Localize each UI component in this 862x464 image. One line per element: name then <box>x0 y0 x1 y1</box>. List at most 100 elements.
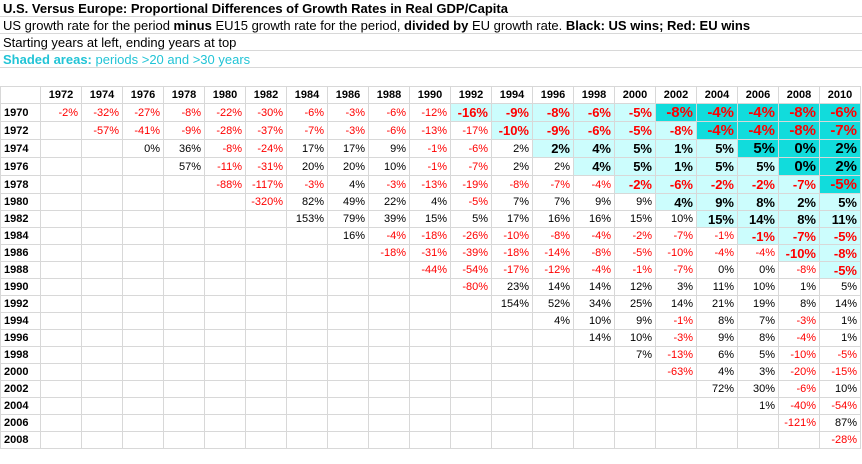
value-cell: 153% <box>286 210 328 228</box>
value-cell: -6% <box>819 103 861 122</box>
value-cell: 16% <box>573 210 615 228</box>
value-cell: -17% <box>450 121 492 140</box>
value-cell: -14% <box>532 244 574 262</box>
table-row: 2006 -121% 87% <box>0 414 861 432</box>
value-cell <box>81 346 123 364</box>
value-cell <box>163 414 205 432</box>
value-cell: -54% <box>450 261 492 279</box>
value-cell: -18% <box>368 244 410 262</box>
value-cell: -7% <box>819 121 861 140</box>
value-cell <box>81 157 123 176</box>
end-year-header: 1990 <box>409 86 451 104</box>
value-cell <box>573 414 615 432</box>
value-cell: -31% <box>409 244 451 262</box>
value-cell <box>614 431 656 449</box>
value-cell: -17% <box>491 261 533 279</box>
value-cell <box>122 210 164 228</box>
value-cell: -7% <box>450 157 492 176</box>
orientation-note: Starting years at left, ending years at … <box>0 34 862 51</box>
value-cell: -80% <box>450 278 492 296</box>
value-cell <box>409 346 451 364</box>
value-cell: -6% <box>655 175 697 194</box>
table-row: 1998 7% -13% 6% 5% -10% -5% <box>0 346 861 364</box>
value-cell <box>122 244 164 262</box>
value-cell: 14% <box>532 278 574 296</box>
value-cell <box>40 157 82 176</box>
table-row: 1994 4% 10% 9% -1% 8% 7% -3% 1% <box>0 312 861 330</box>
value-cell <box>81 431 123 449</box>
value-cell: -121% <box>778 414 820 432</box>
value-cell: 14% <box>573 278 615 296</box>
value-cell: -5% <box>819 346 861 364</box>
value-cell <box>655 397 697 415</box>
end-year-header: 1974 <box>81 86 123 104</box>
value-cell: 5% <box>450 210 492 228</box>
value-cell <box>614 363 656 381</box>
value-cell: 8% <box>737 329 779 347</box>
value-cell <box>40 121 82 140</box>
value-cell: -10% <box>491 121 533 140</box>
value-cell: 7% <box>491 193 533 211</box>
value-cell: -7% <box>286 121 328 140</box>
value-cell: -11% <box>204 157 246 176</box>
start-year-header: 1970 <box>0 103 41 122</box>
start-year-header: 1988 <box>0 261 41 279</box>
value-cell: 8% <box>778 295 820 313</box>
value-cell: -2% <box>737 175 779 194</box>
start-year-header: 1980 <box>0 193 41 211</box>
start-year-header: 1984 <box>0 227 41 245</box>
value-cell <box>163 329 205 347</box>
value-cell <box>81 363 123 381</box>
end-year-header: 2010 <box>819 86 861 104</box>
value-cell <box>491 414 533 432</box>
value-cell: -4% <box>696 121 738 140</box>
end-year-header: 2000 <box>614 86 656 104</box>
value-cell <box>491 363 533 381</box>
value-cell <box>163 346 205 364</box>
value-cell <box>368 329 410 347</box>
table-row: 1972 -57% -41% -9% -28% -37% -7% -3% -6% -13% -17%… <box>0 121 861 140</box>
value-cell <box>81 278 123 296</box>
value-cell: 6% <box>696 346 738 364</box>
value-cell: -41% <box>122 121 164 140</box>
value-cell <box>491 312 533 330</box>
value-cell: 34% <box>573 295 615 313</box>
value-cell <box>122 227 164 245</box>
value-cell: -6% <box>778 380 820 398</box>
value-cell: 7% <box>614 346 656 364</box>
value-cell: 4% <box>696 363 738 381</box>
value-cell: -8% <box>491 175 533 194</box>
value-cell: 23% <box>491 278 533 296</box>
table-row: 2004 1% -40% -54% <box>0 397 861 415</box>
value-cell <box>204 210 246 228</box>
value-cell: -5% <box>614 244 656 262</box>
end-year-header: 1994 <box>491 86 533 104</box>
value-cell: 2% <box>819 139 861 158</box>
value-cell: -88% <box>204 175 246 194</box>
value-cell: 9% <box>614 193 656 211</box>
value-cell <box>163 363 205 381</box>
value-cell: -9% <box>532 121 574 140</box>
value-cell <box>450 346 492 364</box>
value-cell: -20% <box>778 363 820 381</box>
end-year-header: 1978 <box>163 86 205 104</box>
value-cell <box>368 363 410 381</box>
start-year-header: 1982 <box>0 210 41 228</box>
value-cell: -2% <box>696 175 738 194</box>
value-cell: 7% <box>532 193 574 211</box>
value-cell <box>327 414 369 432</box>
value-cell <box>204 363 246 381</box>
start-year-header: 1994 <box>0 312 41 330</box>
value-cell <box>368 278 410 296</box>
value-cell: -13% <box>409 175 451 194</box>
value-cell <box>286 380 328 398</box>
value-cell: -22% <box>204 103 246 122</box>
value-cell: 36% <box>163 139 205 158</box>
value-cell <box>409 278 451 296</box>
value-cell <box>409 295 451 313</box>
value-cell <box>245 295 287 313</box>
value-cell: -54% <box>819 397 861 415</box>
growth-rate-table: 1972 1974 1976 1978 1980 1982 1984 1986 1988 1990… <box>0 86 861 449</box>
value-cell: -13% <box>655 346 697 364</box>
value-cell: 9% <box>696 193 738 211</box>
